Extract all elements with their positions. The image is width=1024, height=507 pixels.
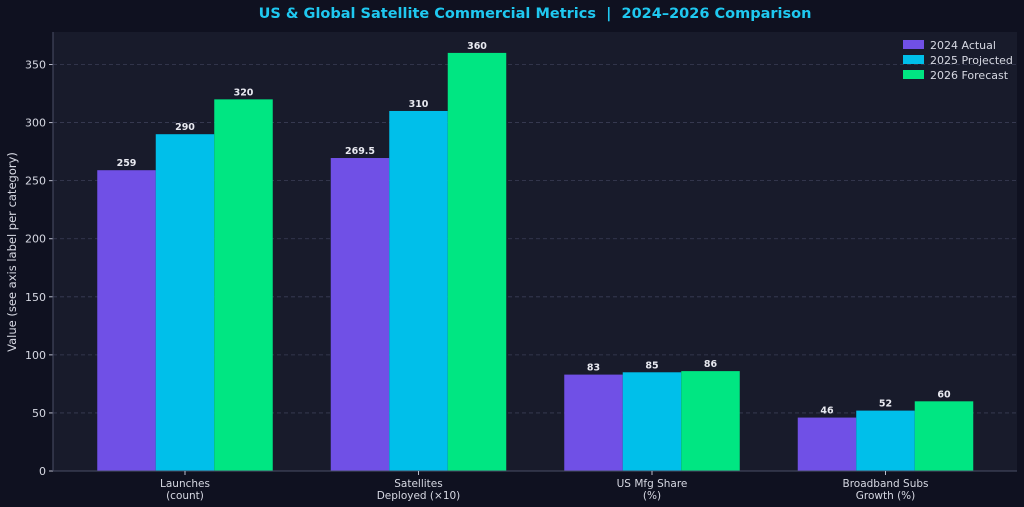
bar (447, 52, 507, 472)
y-tick-label: 300 (25, 117, 46, 130)
bar (155, 134, 215, 472)
data-label: 85 (645, 360, 658, 371)
bar (330, 158, 390, 471)
y-axis-label: Value (see axis label per category) (5, 152, 19, 352)
data-label: 320 (234, 87, 254, 98)
x-tick-label: Growth (%) (856, 490, 916, 502)
data-label: 310 (409, 99, 429, 110)
x-tick-label: Satellites (394, 478, 442, 490)
data-label: 86 (704, 359, 718, 370)
legend-label: 2025 Projected (930, 54, 1013, 67)
data-label: 83 (587, 363, 600, 374)
data-label: 360 (467, 41, 487, 52)
y-tick-label: 0 (39, 465, 46, 478)
legend-swatch (903, 70, 924, 79)
bar (214, 99, 273, 471)
data-label: 60 (937, 389, 951, 400)
bar (622, 372, 682, 471)
legend-swatch (903, 55, 924, 64)
bar (856, 410, 915, 471)
x-tick-label: (%) (643, 490, 661, 502)
bar (681, 371, 740, 471)
data-label: 52 (879, 399, 892, 410)
x-tick-label: Broadband Subs (842, 478, 928, 490)
bar (389, 110, 448, 471)
data-label: 269.5 (345, 146, 375, 157)
y-tick-label: 350 (25, 59, 46, 72)
x-tick-label: US Mfg Share (617, 478, 688, 490)
y-tick-label: 100 (25, 349, 46, 362)
data-labels: 259 290 320 269.5 310 360 83 85 86 46 52 60 (117, 41, 951, 417)
bar (564, 374, 623, 471)
y-tick-label: 150 (25, 291, 46, 304)
data-label: 259 (117, 158, 137, 169)
legend-swatch (903, 40, 924, 49)
legend-label: 2026 Forecast (930, 69, 1009, 82)
chart-title: US & Global Satellite Commercial Metrics… (259, 6, 812, 22)
x-tick-label: Deployed (×10) (377, 490, 461, 502)
x-tick-label: (count) (166, 490, 204, 502)
bar (97, 170, 156, 471)
legend-label: 2024 Actual (930, 39, 996, 52)
bars (97, 52, 974, 472)
data-label: 46 (820, 406, 834, 417)
y-tick-label: 50 (32, 407, 46, 420)
bar (797, 417, 857, 471)
bar (914, 401, 974, 471)
legend: 2024 Actual 2025 Projected 2026 Forecast (903, 39, 1013, 82)
y-tick-label: 200 (25, 233, 46, 246)
data-label: 290 (175, 122, 195, 133)
y-tick-label: 250 (25, 175, 46, 188)
x-tick-label: Launches (160, 478, 210, 490)
axes: 0 50 100 150 200 250 300 350 Launches(count) Sate… (25, 32, 1017, 502)
